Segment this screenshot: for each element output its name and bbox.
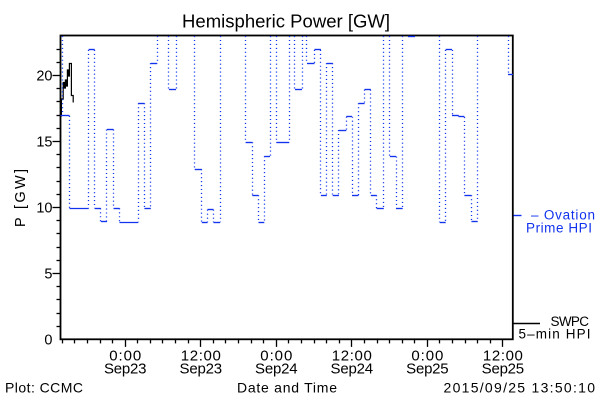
svg-text:5: 5 <box>44 267 52 283</box>
svg-text:12:00: 12:00 <box>332 348 372 365</box>
svg-text:2015/09/25 13:50:10: 2015/09/25 13:50:10 <box>444 380 596 396</box>
svg-text:15: 15 <box>36 135 52 151</box>
svg-text:Sep23: Sep23 <box>104 361 147 378</box>
svg-text:12:00: 12:00 <box>483 348 523 365</box>
svg-text:Date and Time: Date and Time <box>237 380 337 396</box>
svg-text:0:00: 0:00 <box>109 348 141 365</box>
svg-text:Sep24: Sep24 <box>255 361 298 378</box>
svg-text:Sep24: Sep24 <box>331 361 374 378</box>
svg-text:Prime HPI: Prime HPI <box>526 221 592 236</box>
svg-text:0:00: 0:00 <box>411 348 443 365</box>
svg-text:0: 0 <box>44 333 52 349</box>
svg-text:Plot: CCMC: Plot: CCMC <box>5 380 83 396</box>
svg-text:0:00: 0:00 <box>260 348 292 365</box>
svg-text:P [GW]: P [GW] <box>13 169 29 227</box>
svg-text:Sep25: Sep25 <box>406 361 449 378</box>
svg-text:10: 10 <box>36 201 52 217</box>
svg-text:Sep23: Sep23 <box>180 361 223 378</box>
svg-text:12:00: 12:00 <box>181 348 221 365</box>
svg-text:Hemispheric Power [GW]: Hemispheric Power [GW] <box>182 11 390 32</box>
svg-text:20: 20 <box>36 69 52 85</box>
svg-text:Sep25: Sep25 <box>482 361 525 378</box>
svg-text:– Ovation: – Ovation <box>531 208 595 223</box>
svg-text:SWPC: SWPC <box>551 314 590 329</box>
svg-text:5–min HPI: 5–min HPI <box>519 327 591 342</box>
